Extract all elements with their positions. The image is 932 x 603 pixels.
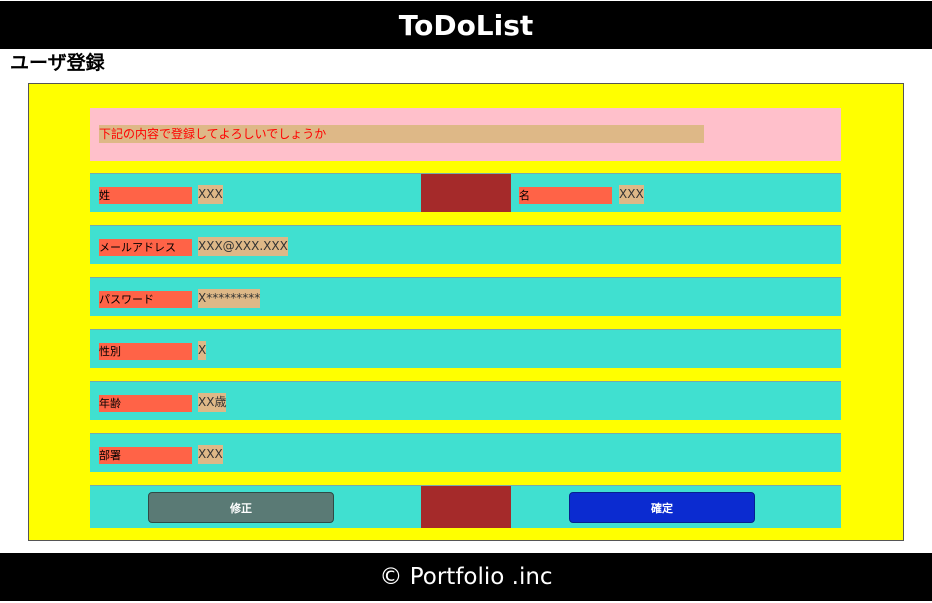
app-header: ToDoList <box>0 1 932 49</box>
footer-copyright: © Portfolio .inc <box>379 564 553 590</box>
gender-value: X <box>198 341 207 360</box>
department-row: 部署 XXX <box>90 433 841 472</box>
age-row: 年齢 XX歳 <box>90 381 841 420</box>
age-value: XX歳 <box>198 393 227 412</box>
password-label: パスワード <box>99 291 192 308</box>
department-value: XXX <box>198 445 223 464</box>
row-divider <box>421 174 511 212</box>
app-footer: © Portfolio .inc <box>0 553 932 601</box>
edit-button[interactable]: 修正 <box>148 492 334 523</box>
department-label: 部署 <box>99 447 192 464</box>
registration-confirm-panel: 下記の内容で登録してよろしいでしょうか 姓 XXX 名 XXX メールアドレス … <box>28 83 904 541</box>
page-title: ユーザ登録 <box>10 52 105 74</box>
gender-row: 性別 X <box>90 329 841 368</box>
confirm-message-box: 下記の内容で登録してよろしいでしょうか <box>90 108 841 161</box>
actions-row: 修正 確定 <box>90 485 841 528</box>
app-title: ToDoList <box>398 8 534 42</box>
row-divider <box>421 486 511 528</box>
name-row: 姓 XXX 名 XXX <box>90 173 841 212</box>
password-value: X********* <box>198 289 261 308</box>
first-name-value: XXX <box>619 185 644 204</box>
last-name-label: 姓 <box>99 187 192 204</box>
email-row: メールアドレス XXX@XXX.XXX <box>90 225 841 264</box>
email-label: メールアドレス <box>99 239 192 256</box>
confirm-message: 下記の内容で登録してよろしいでしょうか <box>99 125 704 143</box>
confirm-button[interactable]: 確定 <box>569 492 755 523</box>
first-name-label: 名 <box>519 187 612 204</box>
last-name-value: XXX <box>198 185 223 204</box>
age-label: 年齢 <box>99 395 192 412</box>
password-row: パスワード X********* <box>90 277 841 316</box>
email-value: XXX@XXX.XXX <box>198 237 288 256</box>
gender-label: 性別 <box>99 343 192 360</box>
